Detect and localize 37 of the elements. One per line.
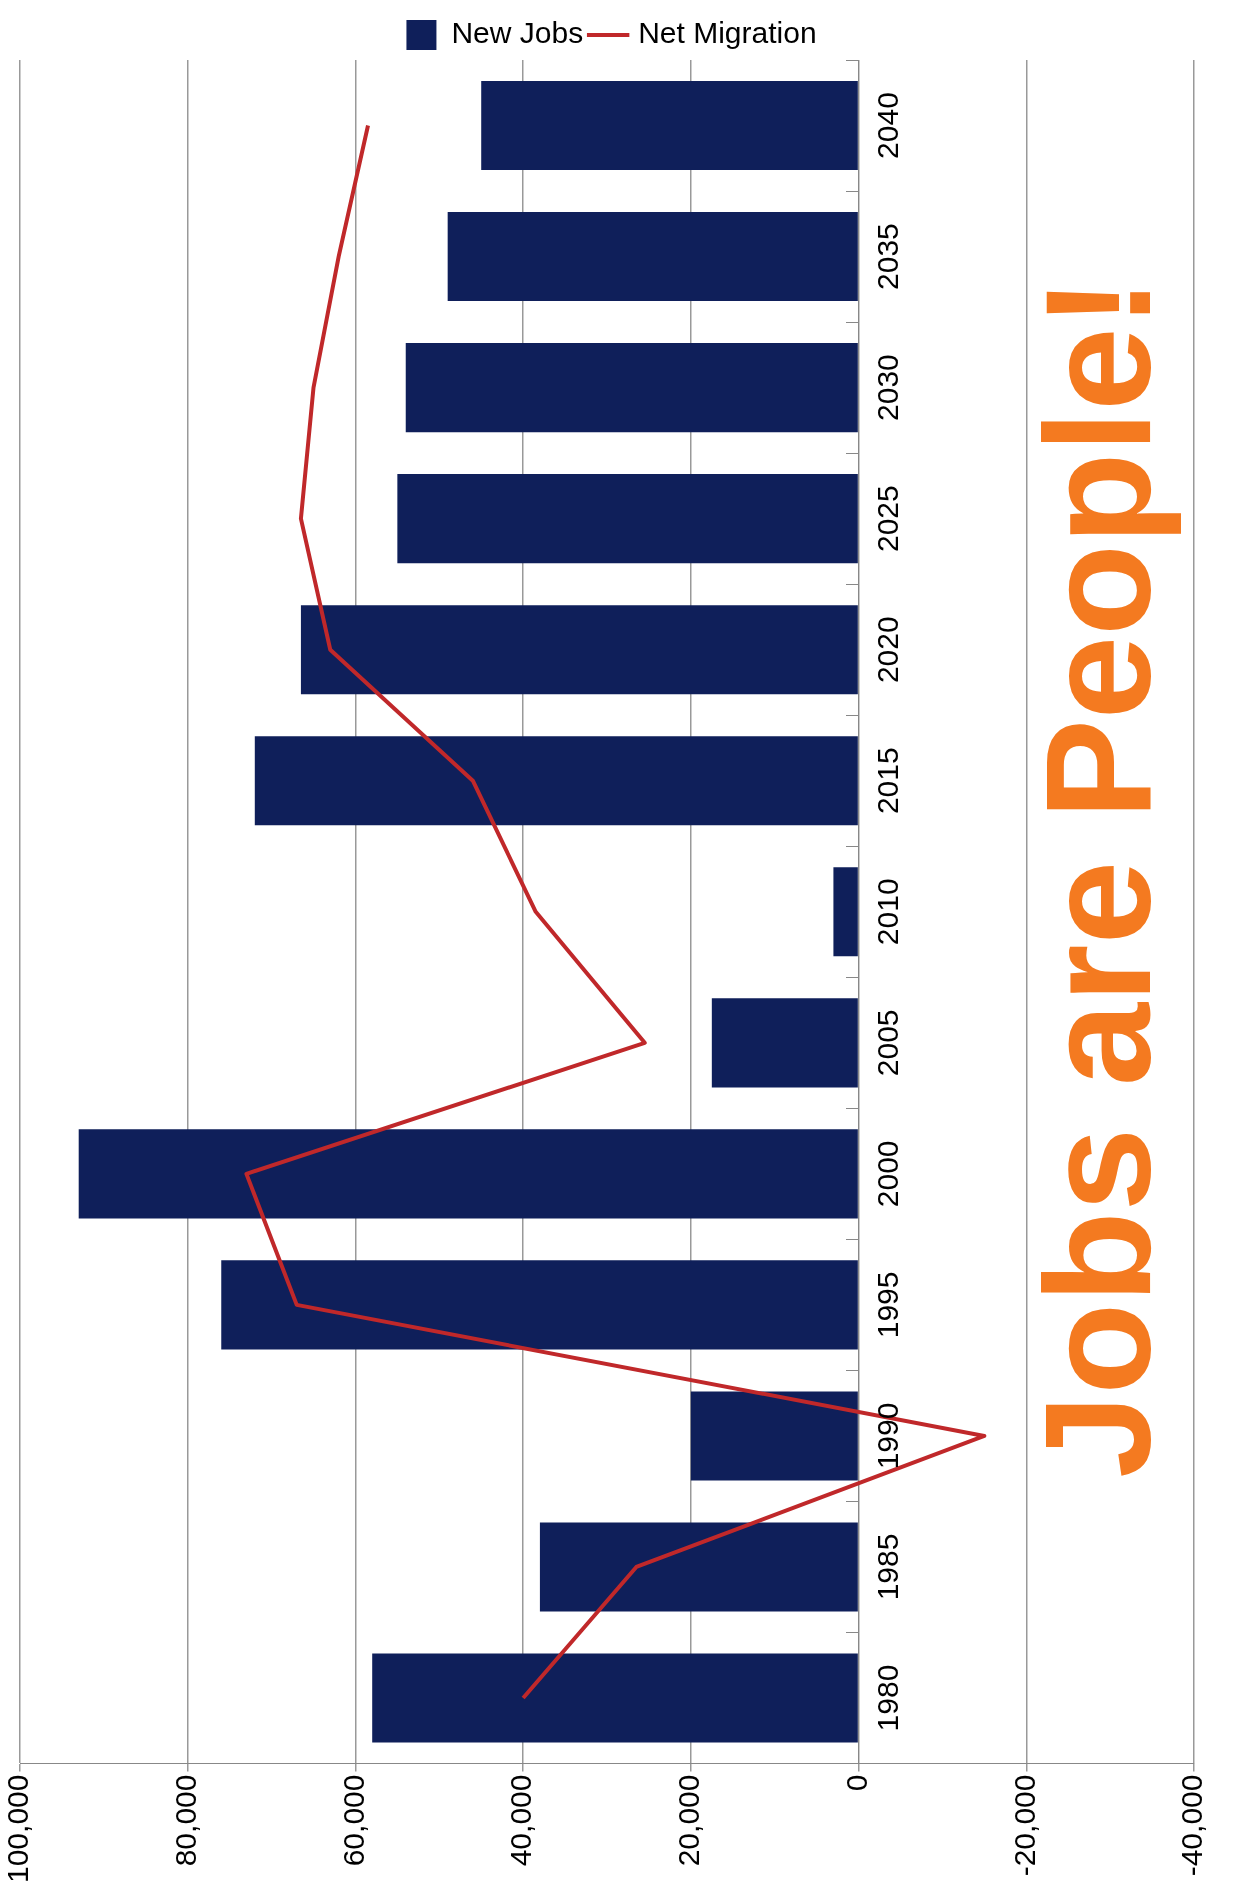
bar — [221, 1260, 858, 1350]
bar — [690, 1391, 858, 1481]
bar — [833, 867, 858, 957]
y-tick-label: 2020 — [870, 616, 904, 684]
bar — [539, 1522, 858, 1612]
bar — [254, 736, 858, 826]
x-tick-label: 60,000 — [336, 1774, 370, 1867]
legend-label: Net Migration — [638, 16, 817, 50]
bar — [481, 80, 858, 171]
y-tick-label: 2030 — [870, 354, 904, 421]
bar — [711, 998, 858, 1088]
x-tick-label: 20,000 — [672, 1774, 706, 1867]
x-tick-label: 100,000 — [1, 1774, 35, 1884]
bar — [447, 212, 858, 302]
x-tick-label: -40,000 — [1175, 1774, 1209, 1877]
y-tick-label: 1985 — [870, 1533, 904, 1601]
y-tick-label: 1990 — [870, 1402, 904, 1470]
bar — [397, 474, 858, 564]
bar — [372, 1653, 858, 1743]
y-tick-label: 2015 — [870, 747, 904, 815]
annotation: Jobs are People! — [1014, 277, 1183, 1478]
y-tick-label: 2035 — [870, 223, 904, 290]
y-tick-label: 1995 — [870, 1271, 904, 1339]
bar — [300, 605, 858, 695]
y-tick-label: 1980 — [870, 1664, 904, 1732]
y-tick-label: 2025 — [870, 485, 904, 553]
y-tick-label: 2040 — [870, 92, 904, 159]
y-tick-label: 2010 — [870, 878, 904, 946]
bar — [78, 1129, 858, 1219]
x-tick-label: 0 — [839, 1774, 873, 1792]
y-tick-label: 2005 — [870, 1009, 904, 1077]
x-tick-label: 80,000 — [168, 1774, 202, 1867]
y-tick-label: 2000 — [870, 1140, 904, 1208]
legend-label: New Jobs — [451, 16, 584, 50]
bar — [405, 343, 858, 433]
x-tick-label: -20,000 — [1007, 1774, 1041, 1877]
x-tick-label: 40,000 — [504, 1774, 538, 1867]
